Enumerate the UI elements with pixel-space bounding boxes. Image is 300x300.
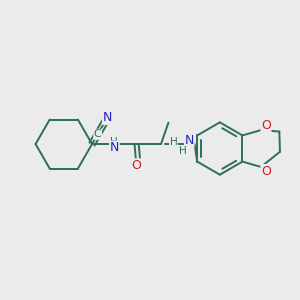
Text: O: O <box>261 119 271 132</box>
Text: O: O <box>132 159 142 172</box>
Text: N: N <box>103 111 112 124</box>
Text: H: H <box>179 146 187 156</box>
Text: O: O <box>261 165 271 178</box>
Text: H: H <box>169 137 177 147</box>
Text: H: H <box>110 137 118 147</box>
Text: N: N <box>184 134 194 147</box>
Text: C: C <box>94 129 102 139</box>
Text: N: N <box>110 141 119 154</box>
